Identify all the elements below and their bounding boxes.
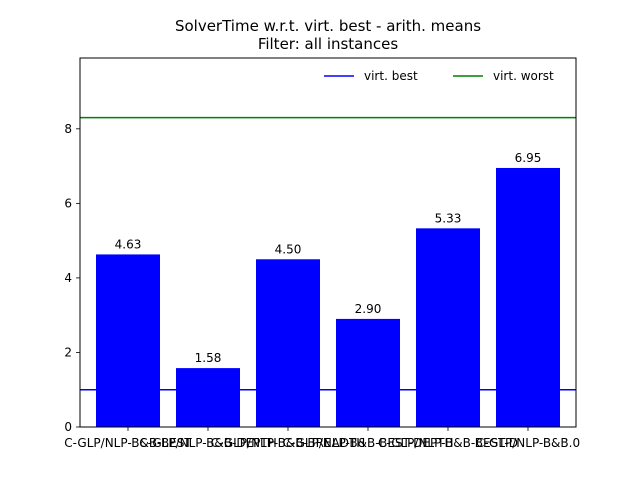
x-tick-label: C-GLP/NLP-B&B-BREADTH	[211, 436, 366, 450]
bar	[176, 368, 240, 427]
x-tick-label: C-GLP/NLP-B&B-DEPTH	[139, 436, 277, 450]
bar-value-label: 6.95	[515, 151, 542, 165]
y-tick-label: 2	[64, 345, 72, 359]
legend-label: virt. best	[364, 69, 418, 83]
bar	[496, 167, 560, 428]
bar-value-label: 4.63	[115, 237, 142, 251]
x-tick-label: C-GLP/NLP-B&B.0	[476, 436, 580, 450]
y-tick-label: 4	[64, 271, 72, 285]
bar-value-label: 4.50	[275, 242, 302, 256]
bar-value-label: 5.33	[435, 211, 462, 225]
bar	[96, 254, 160, 427]
x-tick-label: C-GLP/NLP-B&B-BEST-D	[378, 436, 518, 450]
y-tick-label: 6	[64, 196, 72, 210]
bar-value-label: 2.90	[355, 302, 382, 316]
bar-value-label: 1.58	[195, 351, 222, 365]
bar	[256, 259, 320, 427]
y-tick-label: 0	[64, 420, 72, 434]
chart-title: SolverTime w.r.t. virt. best - arith. me…	[175, 17, 481, 35]
bar	[416, 228, 480, 427]
legend-label: virt. worst	[493, 69, 554, 83]
x-tick-label: C-GLP/NLP-B&B-BEST	[64, 436, 192, 450]
axes-frame	[79, 57, 577, 428]
bar	[336, 318, 400, 427]
plot-area: 4.63 C-GLP/NLP-B&B-BEST 1.58 C-GLP/NLP-B&B-…	[64, 57, 580, 450]
chart-subtitle: Filter: all instances	[258, 35, 399, 53]
y-tick-label: 8	[64, 122, 72, 136]
x-tick-label: C-GLP/NLP-B&B-BEST-DEPTH	[282, 436, 453, 450]
